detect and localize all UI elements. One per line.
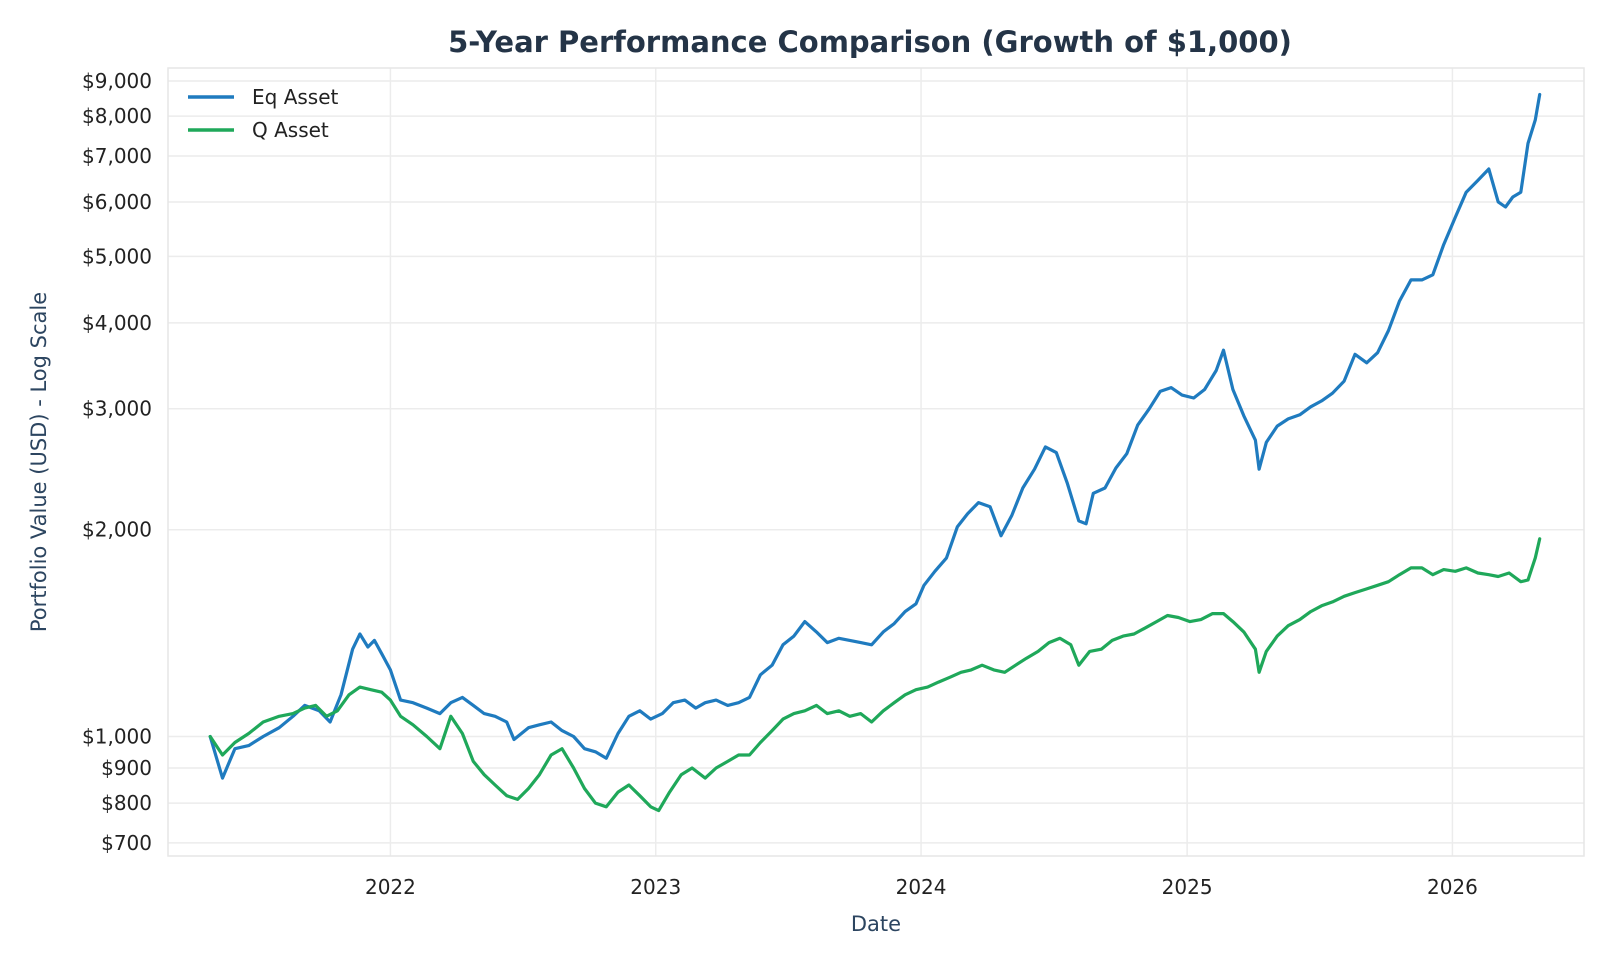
x-tick-label: 2024 bbox=[896, 875, 947, 899]
tick-layer: $700 $800 $900 $1,000 $2,000 $3,000 $4,000 $5,0… bbox=[82, 69, 1478, 899]
x-tick-label: 2023 bbox=[630, 875, 681, 899]
legend-label-eq-asset: Eq Asset bbox=[252, 85, 339, 109]
series-line-q-asset bbox=[208, 537, 1542, 813]
y-tick-label: $900 bbox=[101, 756, 152, 780]
y-tick-label: $9,000 bbox=[82, 69, 152, 93]
chart-title: 5-Year Performance Comparison (Growth of… bbox=[448, 25, 1292, 59]
x-axis-label: Date bbox=[851, 912, 901, 936]
x-tick-label: 2026 bbox=[1427, 875, 1478, 899]
y-tick-label: $5,000 bbox=[82, 244, 152, 268]
y-tick-label: $2,000 bbox=[82, 518, 152, 542]
y-tick-label: $3,000 bbox=[82, 397, 152, 421]
y-tick-label: $7,000 bbox=[82, 144, 152, 168]
y-tick-label: $800 bbox=[101, 791, 152, 815]
x-tick-label: 2025 bbox=[1162, 875, 1213, 899]
y-tick-label: $1,000 bbox=[82, 725, 152, 749]
plot-frame bbox=[167, 67, 1585, 857]
x-tick-label: 2022 bbox=[365, 875, 416, 899]
y-axis-label: Portfolio Value (USD) - Log Scale bbox=[27, 292, 51, 632]
series-layer bbox=[208, 92, 1542, 813]
legend-label-q-asset: Q Asset bbox=[252, 118, 329, 142]
grid-layer bbox=[168, 68, 1584, 856]
y-tick-label: $8,000 bbox=[82, 104, 152, 128]
legend: Eq Asset Q Asset bbox=[188, 85, 339, 142]
series-line-eq-asset bbox=[208, 92, 1542, 780]
y-tick-label: $4,000 bbox=[82, 311, 152, 335]
y-tick-label: $6,000 bbox=[82, 190, 152, 214]
y-tick-label: $700 bbox=[101, 831, 152, 855]
